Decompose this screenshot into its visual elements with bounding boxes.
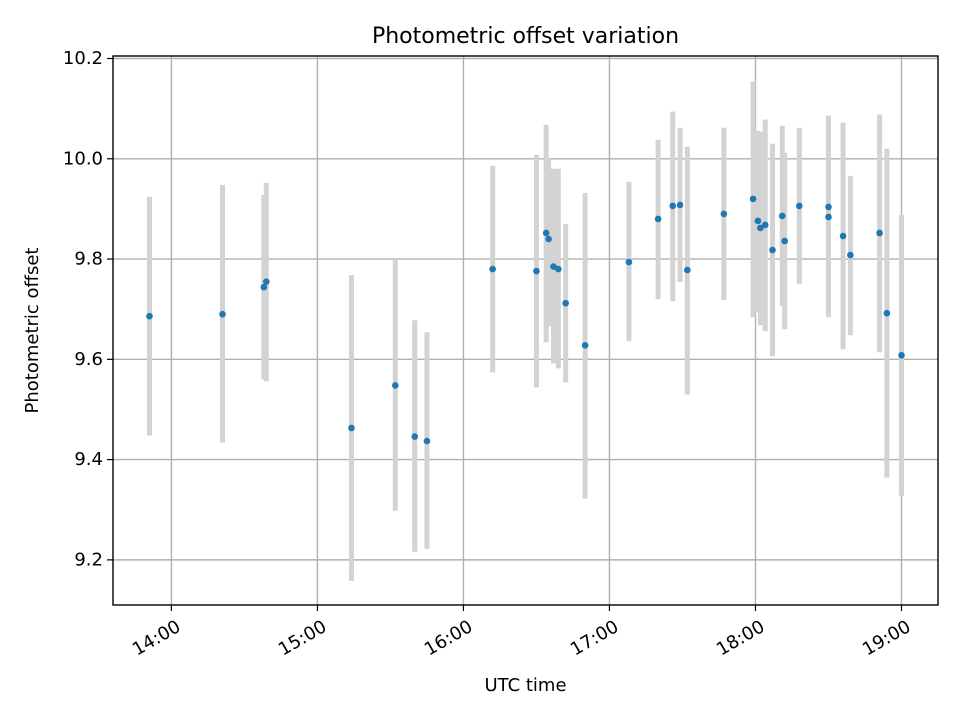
data-point bbox=[423, 437, 431, 445]
data-point bbox=[542, 229, 550, 237]
data-point bbox=[778, 212, 786, 220]
data-point bbox=[550, 263, 557, 270]
data-point bbox=[883, 309, 891, 317]
data-point bbox=[562, 299, 569, 307]
data-point bbox=[761, 221, 769, 229]
x-axis-label: UTC time bbox=[484, 675, 566, 696]
data-point bbox=[795, 202, 803, 210]
data-point bbox=[625, 258, 633, 266]
data-point bbox=[555, 265, 562, 273]
data-point bbox=[769, 246, 776, 254]
data-point bbox=[146, 312, 153, 320]
y-tick-label: 9.4 bbox=[74, 449, 103, 470]
data-point bbox=[260, 283, 268, 291]
data-point bbox=[781, 237, 788, 245]
data-point bbox=[654, 215, 662, 223]
data-point bbox=[392, 382, 399, 389]
plot-frame bbox=[112, 55, 939, 606]
data-point bbox=[348, 424, 355, 432]
y-tick-label: 9.2 bbox=[74, 549, 103, 570]
data-point bbox=[749, 195, 757, 203]
data-point bbox=[411, 433, 419, 440]
data-point bbox=[263, 278, 270, 285]
data-point bbox=[839, 232, 847, 240]
data-point bbox=[898, 352, 905, 359]
data-point bbox=[676, 201, 684, 209]
data-point bbox=[720, 210, 728, 218]
data-point bbox=[754, 217, 762, 225]
data-point bbox=[684, 266, 691, 274]
data-point bbox=[545, 235, 552, 243]
data-point bbox=[219, 310, 226, 318]
data-point bbox=[757, 224, 764, 232]
data-point bbox=[876, 229, 883, 237]
data-point bbox=[581, 341, 589, 349]
data-point bbox=[825, 203, 832, 211]
y-tick-label: 9.6 bbox=[74, 349, 103, 370]
y-axis-label: Photometric offset bbox=[22, 248, 43, 414]
y-tick-label: 9.8 bbox=[74, 249, 103, 270]
data-point bbox=[825, 213, 832, 221]
data-point bbox=[847, 251, 854, 259]
y-tick-label: 10.2 bbox=[63, 48, 103, 69]
y-tick-label: 10.0 bbox=[63, 148, 103, 169]
chart-title: Photometric offset variation bbox=[372, 24, 679, 49]
data-points bbox=[146, 195, 905, 445]
data-point bbox=[533, 267, 540, 275]
data-point bbox=[669, 202, 677, 210]
data-point bbox=[489, 265, 496, 273]
